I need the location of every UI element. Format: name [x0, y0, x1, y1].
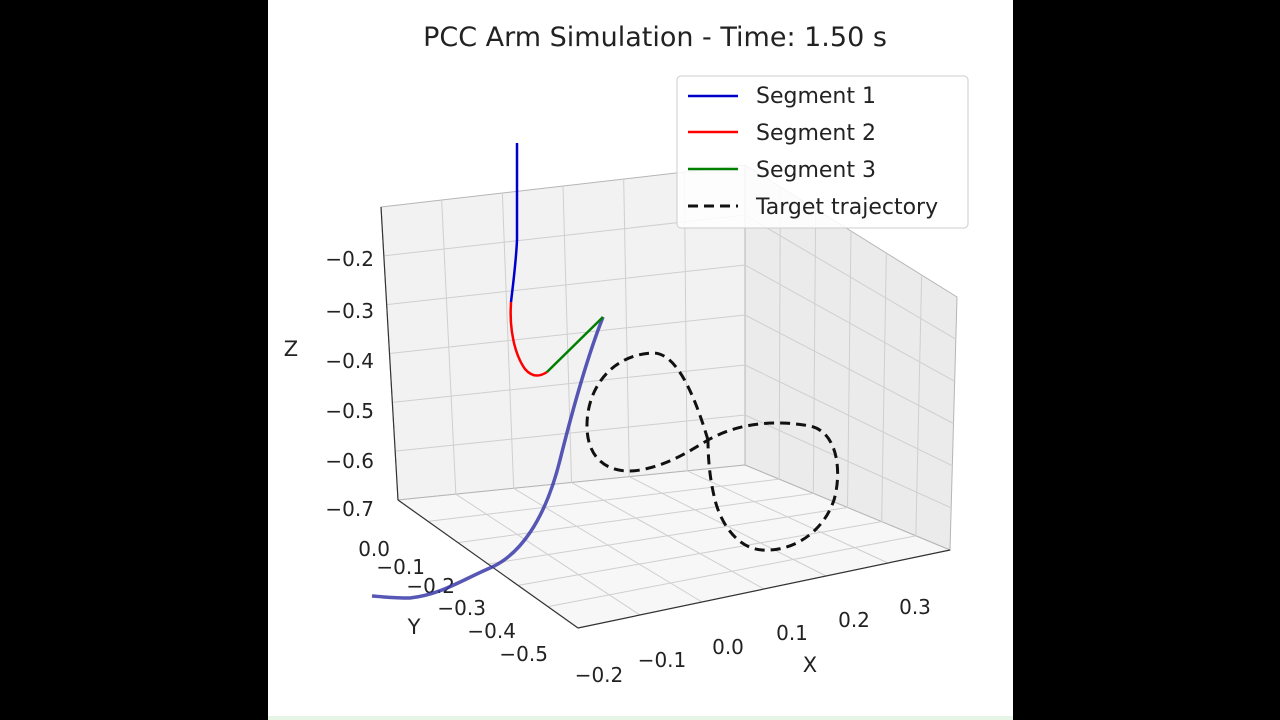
grid-lines: [383, 171, 957, 616]
chart-title: PCC Arm Simulation - Time: 1.50 s: [423, 22, 887, 53]
legend-label-segment-3: Segment 3: [756, 158, 876, 183]
y-tick-label: −0.4: [467, 619, 516, 643]
x-ticks: −0.2 −0.1 0.0 0.1 0.2 0.3: [575, 595, 931, 687]
y-axis-label: Y: [407, 615, 421, 639]
x-tick-label: −0.2: [575, 663, 624, 687]
segment-2-line: [509, 301, 548, 377]
y-axis-line: [397, 499, 579, 629]
target-trajectory-line: [585, 351, 840, 552]
segment-3-line: [546, 316, 604, 373]
y-tick-label: −0.1: [376, 555, 425, 579]
segment-1-line: [509, 143, 519, 303]
y-tick-label: −0.3: [437, 596, 486, 620]
legend-label-segment-1: Segment 1: [756, 84, 876, 109]
legend: Segment 1 Segment 2 Segment 3 Target tra…: [676, 75, 969, 229]
y-tick-label: 0.0: [358, 537, 390, 561]
x-tick-label: 0.3: [899, 595, 931, 619]
legend-label-segment-2: Segment 2: [756, 121, 876, 146]
z-ticks: −0.2 −0.3 −0.4 −0.5 −0.6 −0.7: [325, 247, 374, 521]
grid-line: [744, 414, 952, 509]
z-axis-label: Z: [284, 337, 298, 361]
x-axis-line: [577, 549, 951, 629]
z-tick-label: −0.3: [325, 299, 374, 323]
legend-label-target: Target trajectory: [755, 195, 938, 220]
y-ticks: 0.0 −0.1 −0.2 −0.3 −0.4 −0.5: [358, 537, 548, 666]
legend-box: [676, 75, 969, 229]
x-axis-label: X: [803, 653, 817, 677]
y-tick-label: −0.5: [499, 642, 548, 666]
end-effector-trace: [371, 316, 605, 600]
z-tick-label: −0.5: [325, 399, 374, 423]
bottom-strip: [268, 716, 1013, 720]
z-tick-label: −0.4: [325, 349, 374, 373]
x-tick-label: 0.0: [712, 635, 744, 659]
z-axis-line: [380, 206, 399, 501]
grid-line: [547, 535, 916, 608]
x-tick-label: 0.2: [838, 608, 870, 632]
x-tick-label: 0.1: [776, 621, 808, 645]
grid-line: [395, 414, 746, 452]
x-tick-label: −0.1: [638, 648, 687, 672]
z-tick-label: −0.2: [325, 247, 374, 271]
z-tick-label: −0.7: [325, 497, 374, 521]
z-tick-label: −0.6: [325, 449, 374, 473]
